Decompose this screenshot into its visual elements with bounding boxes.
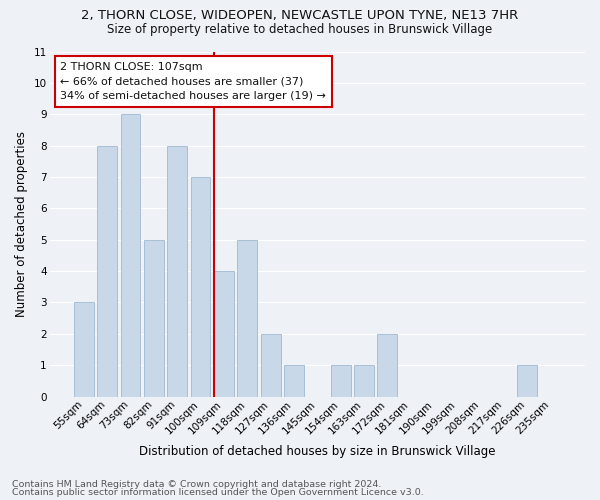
Y-axis label: Number of detached properties: Number of detached properties xyxy=(15,131,28,317)
Bar xyxy=(377,334,397,396)
X-axis label: Distribution of detached houses by size in Brunswick Village: Distribution of detached houses by size … xyxy=(139,444,496,458)
Text: 2 THORN CLOSE: 107sqm
← 66% of detached houses are smaller (37)
34% of semi-deta: 2 THORN CLOSE: 107sqm ← 66% of detached … xyxy=(60,62,326,102)
Text: Contains public sector information licensed under the Open Government Licence v3: Contains public sector information licen… xyxy=(12,488,424,497)
Bar xyxy=(144,240,164,396)
Text: 2, THORN CLOSE, WIDEOPEN, NEWCASTLE UPON TYNE, NE13 7HR: 2, THORN CLOSE, WIDEOPEN, NEWCASTLE UPON… xyxy=(82,9,518,22)
Bar xyxy=(214,271,234,396)
Bar xyxy=(260,334,281,396)
Bar xyxy=(74,302,94,396)
Bar xyxy=(121,114,140,397)
Bar xyxy=(354,365,374,396)
Text: Size of property relative to detached houses in Brunswick Village: Size of property relative to detached ho… xyxy=(107,22,493,36)
Bar xyxy=(167,146,187,396)
Bar xyxy=(517,365,538,396)
Bar xyxy=(284,365,304,396)
Bar xyxy=(238,240,257,396)
Bar xyxy=(191,177,211,396)
Text: Contains HM Land Registry data © Crown copyright and database right 2024.: Contains HM Land Registry data © Crown c… xyxy=(12,480,382,489)
Bar xyxy=(97,146,117,396)
Bar xyxy=(331,365,350,396)
